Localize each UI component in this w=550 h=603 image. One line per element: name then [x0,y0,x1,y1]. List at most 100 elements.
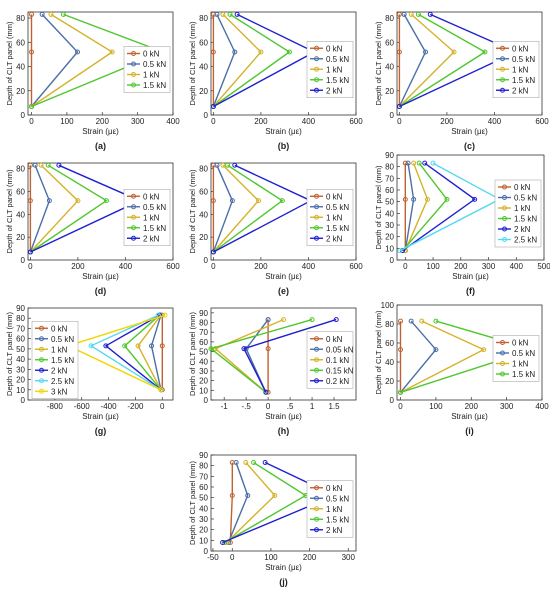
y-tick-label: 60 [385,38,394,47]
x-axis-label: Strain (με) [82,412,119,421]
legend-label: 2 kN [143,234,160,243]
legend-marker [314,66,319,72]
legend-label: 1.5 kN [512,370,535,379]
legend-label: 1.5 kN [512,76,535,85]
legend-marker [502,195,507,200]
y-tick-label: 60 [199,38,208,47]
legend-marker [314,336,319,342]
panel-caption: (d) [95,286,107,296]
y-tick-label: 70 [16,324,25,333]
series-line [29,164,79,253]
series-line [224,461,308,544]
legend-label: 1 kN [514,204,531,213]
data-point [27,162,33,168]
data-point [481,347,487,353]
data-point [135,343,141,349]
y-tick-label: 60 [385,339,394,348]
x-tick-label: 0 [403,262,408,271]
y-tick-label: 70 [385,174,394,183]
data-point [210,249,216,255]
data-point [46,198,52,204]
data-point [281,317,286,323]
data-point [263,389,269,395]
y-tick-label: 70 [199,328,208,337]
legend-marker [500,371,505,377]
data-point [309,317,315,323]
legend-label: 0 kN [143,50,160,59]
legend-label: 1 kN [326,213,343,222]
x-axis-label: Strain (με) [265,127,302,136]
panel-caption: (f) [466,286,475,296]
series-line [398,14,427,107]
data-point [229,198,235,204]
x-tick-label: 0 [230,553,235,562]
legend-label: 1 kN [326,505,343,514]
x-axis-label: Strain (με) [452,272,489,281]
series-line [212,164,260,253]
legend-label: 0 kN [326,44,343,53]
data-point [241,346,247,352]
x-tick-label: 600 [349,262,363,271]
data-point [262,459,268,465]
data-point [214,11,220,17]
panel-caption: (e) [278,286,289,296]
series-line [137,314,162,391]
y-tick-label: 30 [199,515,208,524]
series-line [104,314,162,391]
data-point [398,389,404,395]
x-axis-label: Strain (με) [451,412,488,421]
data-point [45,162,51,168]
y-tick-label: 70 [199,472,208,481]
series-line [399,320,437,393]
series-line [400,320,486,394]
y-tick-label: 0 [390,111,395,120]
data-point [433,318,439,324]
x-axis-label: Strain (με) [265,563,302,572]
y-tick-label: 0 [21,111,26,120]
data-point [451,49,457,55]
data-point [32,162,38,168]
legend-label: 0.5 kN [143,203,166,212]
panel-caption: (c) [464,141,475,151]
legend-marker [39,346,44,352]
legend-marker [131,235,136,241]
legend: 0 kN 0.5 kN1 kN 1.5 kN2 kN 2.5 kN [494,179,542,248]
data-point [402,160,408,166]
x-tick-label: 600 [166,262,180,271]
y-tick-label: 90 [385,151,394,160]
legend-label: 0.5 kN [514,194,537,203]
series-line [89,314,162,391]
y-tick-label: 40 [199,63,208,72]
y-tick-label: 80 [199,165,208,174]
y-axis-label: Depth of CLT panel (mm) [5,312,14,396]
legend-marker [500,350,505,356]
data-point [162,312,168,318]
legend-label: 0.5 kN [326,203,349,212]
legend-label: 0.15 kN [326,366,354,375]
data-point [272,493,278,499]
legend-marker [39,357,44,363]
y-tick-label: 80 [199,462,208,471]
legend-label: 1 kN [512,65,529,74]
series-line [404,163,415,251]
legend-marker [314,367,319,373]
series-line [401,162,448,252]
legend-label: 2 kN [51,366,68,375]
chart-panel: 0 100 200 300 400 500 0 10 20 30 40 50 60 70 80 90 Strai… [374,151,550,296]
y-tick-label: 80 [199,14,208,23]
legend-label: 1 kN [512,360,529,369]
x-tick-label: 400 [302,262,316,271]
data-point [225,162,231,168]
data-point [29,49,35,55]
series-line [398,13,456,107]
data-point [397,248,403,254]
x-tick-label: 0 [398,402,403,411]
x-tick-label: -400 [101,402,118,411]
data-point [265,346,271,352]
y-tick-label: 60 [16,188,25,197]
legend: 0 kN 0.5 kN1 kN 1.5 kN2 kN [123,189,171,246]
series-line [229,462,234,543]
legend-box [306,480,354,538]
x-tick-label: 100 [264,553,278,562]
data-point [60,11,66,17]
